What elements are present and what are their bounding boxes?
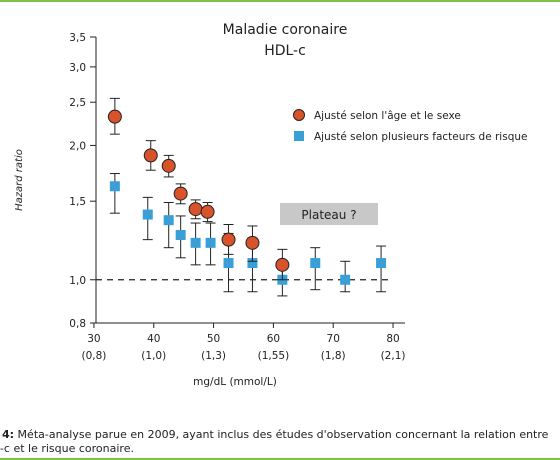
top-frame-line (0, 0, 560, 2)
square-point (109, 181, 120, 192)
legend-label-age-sex: Ajusté selon l'âge et le sexe (314, 110, 461, 122)
chart-subtitle: HDL-c (264, 43, 306, 59)
plateau-label: Plateau ? (301, 208, 356, 222)
square-point (163, 215, 174, 226)
x-tick-label: 60 (267, 333, 280, 345)
y-tick-label: 2,0 (69, 140, 86, 152)
x-tick-sublabel: (1,8) (321, 350, 346, 362)
square-point (340, 274, 351, 285)
square-point (175, 229, 186, 240)
circle-point (107, 109, 122, 124)
x-tick-sublabel: (1,55) (258, 350, 290, 362)
x-tick-label: 70 (327, 333, 340, 345)
circle-point (275, 257, 290, 272)
y-tick-label: 3,5 (69, 32, 86, 44)
square-point (190, 237, 201, 248)
x-tick-sublabel: (2,1) (381, 350, 406, 362)
x-tick-label: 50 (207, 333, 220, 345)
plateau-box (280, 203, 378, 225)
x-tick-label: 80 (386, 333, 399, 345)
legend-label-multi: Ajusté selon plusieurs facteurs de risqu… (314, 131, 527, 143)
x-tick-sublabel: (1,0) (141, 350, 166, 362)
square-point (376, 258, 387, 269)
circle-point (173, 186, 188, 201)
square-point (310, 258, 321, 269)
y-tick-label: 3,0 (69, 62, 86, 74)
circle-point (188, 202, 203, 217)
caption-label: . 4: (0, 428, 15, 441)
y-tick-label: 2,5 (69, 97, 86, 109)
circle-point (143, 148, 158, 163)
circle-point (161, 158, 176, 173)
square-point (205, 237, 216, 248)
x-tick-label: 40 (147, 333, 160, 345)
figure-caption: . 4: Méta-analyse parue en 2009, ayant i… (0, 428, 560, 456)
legend-circle-marker (293, 109, 305, 121)
legend-square-marker (294, 131, 304, 141)
y-tick-label: 0,8 (69, 318, 86, 330)
caption-text: Méta-analyse parue en 2009, ayant inclus… (14, 428, 549, 441)
circle-point (200, 204, 215, 219)
caption-line-2: L-c et le risque coronaire. (0, 442, 134, 455)
circle-point (245, 235, 260, 250)
circle-point (221, 232, 236, 247)
y-axis-label: Hazard ratio (14, 149, 25, 211)
chart-title: Maladie coronaire (223, 22, 348, 38)
x-tick-sublabel: (0,8) (81, 350, 106, 362)
hdl-chart: Maladie coronaire HDL-c 0,8 1,0 1,5 2,0 2,5 3,… (14, 22, 527, 388)
bottom-frame-line (0, 458, 560, 460)
square-point (142, 209, 153, 220)
y-tick-label: 1,0 (69, 275, 86, 287)
square-point (223, 258, 234, 269)
x-tick-label: 30 (87, 333, 100, 345)
y-tick-label: 1,5 (69, 196, 86, 208)
x-tick-sublabel: (1,3) (201, 350, 226, 362)
x-axis-label: mg/dL (mmol/L) (193, 376, 277, 388)
square-point (247, 258, 258, 269)
